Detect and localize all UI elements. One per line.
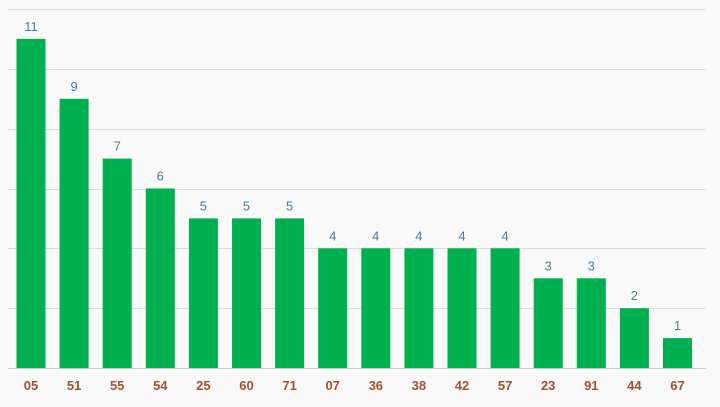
category-label-38: 38: [412, 378, 426, 393]
value-label-51: 9: [70, 79, 77, 94]
category-label-57: 57: [498, 378, 512, 393]
category-label-layer: 05 51 55 54 25 60 71 07 36 38 42 57 23 91 44 67: [24, 378, 685, 393]
category-label-54: 54: [153, 378, 168, 393]
category-label-36: 36: [369, 378, 383, 393]
bar-42: [447, 248, 477, 368]
category-label-42: 42: [455, 378, 469, 393]
category-label-67: 67: [670, 378, 684, 393]
category-label-07: 07: [325, 378, 339, 393]
value-label-57: 4: [501, 228, 508, 243]
value-label-05: 11: [24, 19, 38, 34]
category-label-44: 44: [627, 378, 642, 393]
value-label-42: 4: [458, 228, 465, 243]
bar-91: [576, 278, 606, 369]
bar-23: [533, 278, 563, 369]
value-label-55: 7: [114, 139, 121, 154]
value-label-67: 1: [674, 318, 681, 333]
category-label-25: 25: [196, 378, 210, 393]
bar-05: [16, 38, 46, 369]
category-label-23: 23: [541, 378, 555, 393]
category-label-71: 71: [282, 378, 296, 393]
value-label-71: 5: [286, 198, 293, 213]
value-label-54: 6: [157, 169, 164, 184]
bar-51: [59, 98, 89, 369]
category-label-55: 55: [110, 378, 124, 393]
bar-71: [275, 218, 305, 368]
bar-07: [318, 248, 348, 368]
value-label-23: 3: [545, 258, 552, 273]
value-label-layer: 11 9 7 6 5 5 5 4 4 4 4 4 3 3 2 1: [24, 19, 681, 333]
bar-25: [188, 218, 218, 368]
category-label-51: 51: [67, 378, 81, 393]
bar-36: [361, 248, 391, 368]
bar-57: [490, 248, 520, 368]
bar-38: [404, 248, 434, 368]
category-label-05: 05: [24, 378, 38, 393]
value-label-60: 5: [243, 198, 250, 213]
value-label-25: 5: [200, 198, 207, 213]
value-label-38: 4: [415, 228, 422, 243]
value-label-07: 4: [329, 228, 336, 243]
bar-54: [145, 188, 175, 368]
category-label-60: 60: [239, 378, 253, 393]
bar-44: [619, 308, 649, 368]
bar-60: [232, 218, 261, 368]
bar-layer: [16, 38, 692, 369]
bar-55: [102, 158, 132, 368]
bar-67: [663, 338, 692, 368]
value-label-36: 4: [372, 228, 379, 243]
category-label-91: 91: [584, 378, 598, 393]
value-label-44: 2: [631, 288, 638, 303]
value-label-91: 3: [588, 258, 595, 273]
